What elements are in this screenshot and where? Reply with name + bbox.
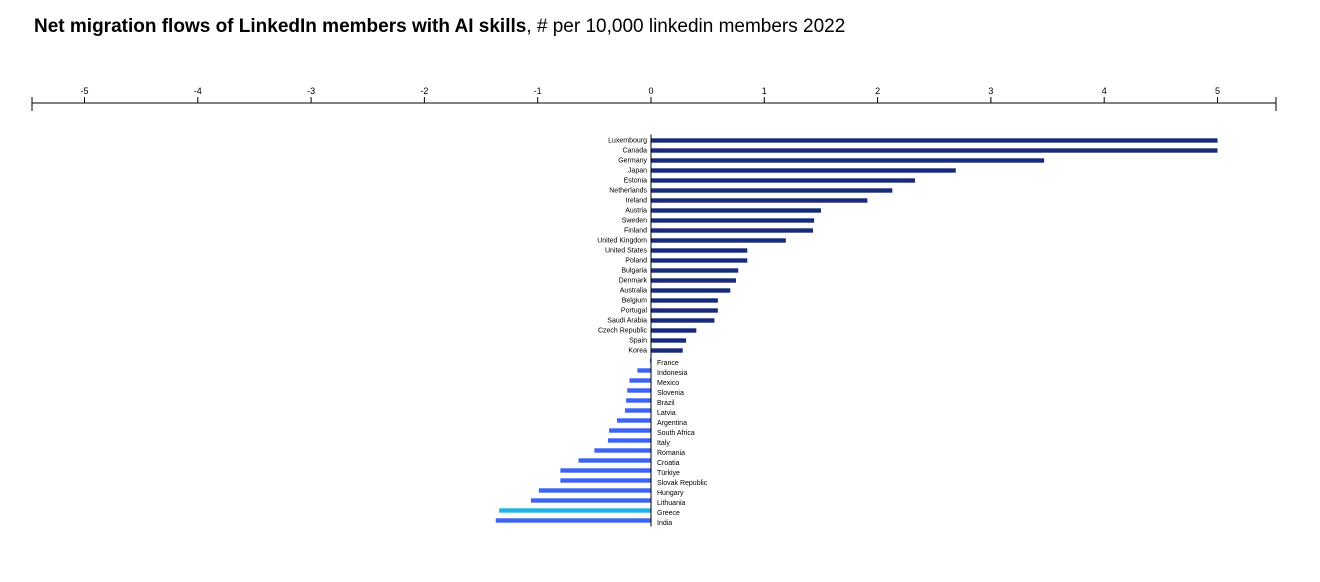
bar-portugal	[651, 308, 718, 313]
x-tick-label: 4	[1102, 86, 1107, 96]
category-label: Estonia	[624, 178, 647, 185]
category-label: United Kingdom	[597, 238, 647, 245]
category-label: Hungary	[657, 490, 684, 497]
bar-italy	[607, 438, 651, 443]
x-tick-label: -4	[194, 86, 202, 96]
bar-japan	[651, 168, 956, 173]
bar-hungary	[538, 488, 651, 493]
category-label: Slovenia	[657, 390, 684, 397]
bar-united-states	[651, 248, 748, 253]
category-label: Sweden	[622, 218, 647, 225]
bar-latvia	[624, 408, 651, 413]
bar-lithuania	[530, 498, 651, 503]
bar-finland	[651, 228, 814, 233]
bar-saudi-arabia	[651, 318, 715, 323]
category-label: Türkiye	[657, 470, 680, 477]
category-label: Germany	[618, 158, 647, 165]
x-tick-label: 0	[648, 86, 653, 96]
x-tick-label: -1	[534, 86, 542, 96]
bar-brazil	[626, 398, 651, 403]
category-label: Argentina	[657, 420, 687, 427]
category-label: Slovak Republic	[657, 480, 708, 487]
category-label: Indonesia	[657, 370, 687, 377]
bar-australia	[651, 288, 731, 293]
bar-belgium	[651, 298, 718, 303]
chart-title: Net migration flows of LinkedIn members …	[34, 16, 845, 38]
bar-luxembourg	[651, 138, 1218, 143]
category-label: South Africa	[657, 430, 695, 437]
category-label: Australia	[620, 288, 647, 295]
category-label: Ireland	[626, 198, 648, 205]
bar-slovenia	[627, 388, 651, 393]
bar-mexico	[629, 378, 651, 383]
category-label: Saudi Arabia	[607, 318, 647, 325]
x-tick-label: -5	[80, 86, 88, 96]
bar-slovak-republic	[560, 478, 651, 483]
bar-argentina	[617, 418, 651, 423]
bar-korea	[651, 348, 683, 353]
bar-denmark	[651, 278, 736, 283]
category-label: United States	[605, 248, 648, 255]
chart-title-rest: , # per 10,000 linkedin members 2022	[526, 16, 846, 37]
x-tick-label: 3	[988, 86, 993, 96]
bar-austria	[651, 208, 821, 213]
bar-sweden	[651, 218, 815, 223]
category-label: Denmark	[619, 278, 648, 285]
category-label: Latvia	[657, 410, 676, 417]
bar-canada	[651, 148, 1218, 153]
x-axis: -5 -4 -3 -2 -1 0 1 2 3 4 5	[31, 86, 1277, 111]
bar-estonia	[651, 178, 915, 183]
bar-france	[649, 358, 651, 363]
category-label: Portugal	[621, 308, 648, 315]
bar-bulgaria	[651, 268, 739, 273]
category-label: Brazil	[657, 400, 675, 407]
x-tick-label: 2	[875, 86, 880, 96]
category-label: Poland	[625, 258, 647, 265]
bar-germany	[651, 158, 1045, 163]
category-label: Netherlands	[609, 188, 647, 195]
category-label: Greece	[657, 510, 680, 517]
chart-title-bold: Net migration flows of LinkedIn members …	[34, 16, 527, 37]
bar-greece	[499, 508, 651, 513]
x-tick-label: -3	[307, 86, 315, 96]
category-label: Belgium	[622, 298, 647, 305]
category-label: Japan	[628, 168, 647, 175]
bar-romania	[594, 448, 651, 453]
bars-group	[495, 138, 1218, 523]
category-label: Canada	[622, 148, 647, 155]
bar-t-rkiye	[560, 468, 651, 473]
bar-croatia	[578, 458, 651, 463]
category-label: Lithuania	[657, 500, 686, 507]
bar-spain	[651, 338, 687, 343]
category-label: Mexico	[657, 380, 679, 387]
x-tick-label: -2	[420, 86, 428, 96]
bar-india	[495, 518, 651, 523]
category-label: Austria	[625, 208, 647, 215]
category-label: Luxembourg	[608, 138, 647, 145]
category-label: Italy	[657, 440, 670, 447]
bar-poland	[651, 258, 748, 263]
category-label: India	[657, 520, 672, 527]
bar-indonesia	[637, 368, 651, 373]
bar-netherlands	[651, 188, 893, 193]
category-label: Spain	[629, 338, 647, 345]
x-tick-label: 1	[762, 86, 767, 96]
x-tick-label: 5	[1215, 86, 1220, 96]
bar-ireland	[651, 198, 868, 203]
bar-czech-republic	[651, 328, 697, 333]
category-label: Croatia	[657, 460, 680, 467]
category-label: Finland	[624, 228, 647, 235]
category-label: Korea	[628, 348, 647, 355]
category-label: Czech Republic	[598, 328, 648, 335]
bar-south-africa	[609, 428, 651, 433]
category-label: Bulgaria	[621, 268, 647, 275]
category-labels-group: Luxembourg Canada Germany Japan Estonia Nethe…	[597, 138, 708, 527]
bar-united-kingdom	[651, 238, 786, 243]
category-label: France	[657, 360, 679, 367]
category-label: Romania	[657, 450, 685, 457]
